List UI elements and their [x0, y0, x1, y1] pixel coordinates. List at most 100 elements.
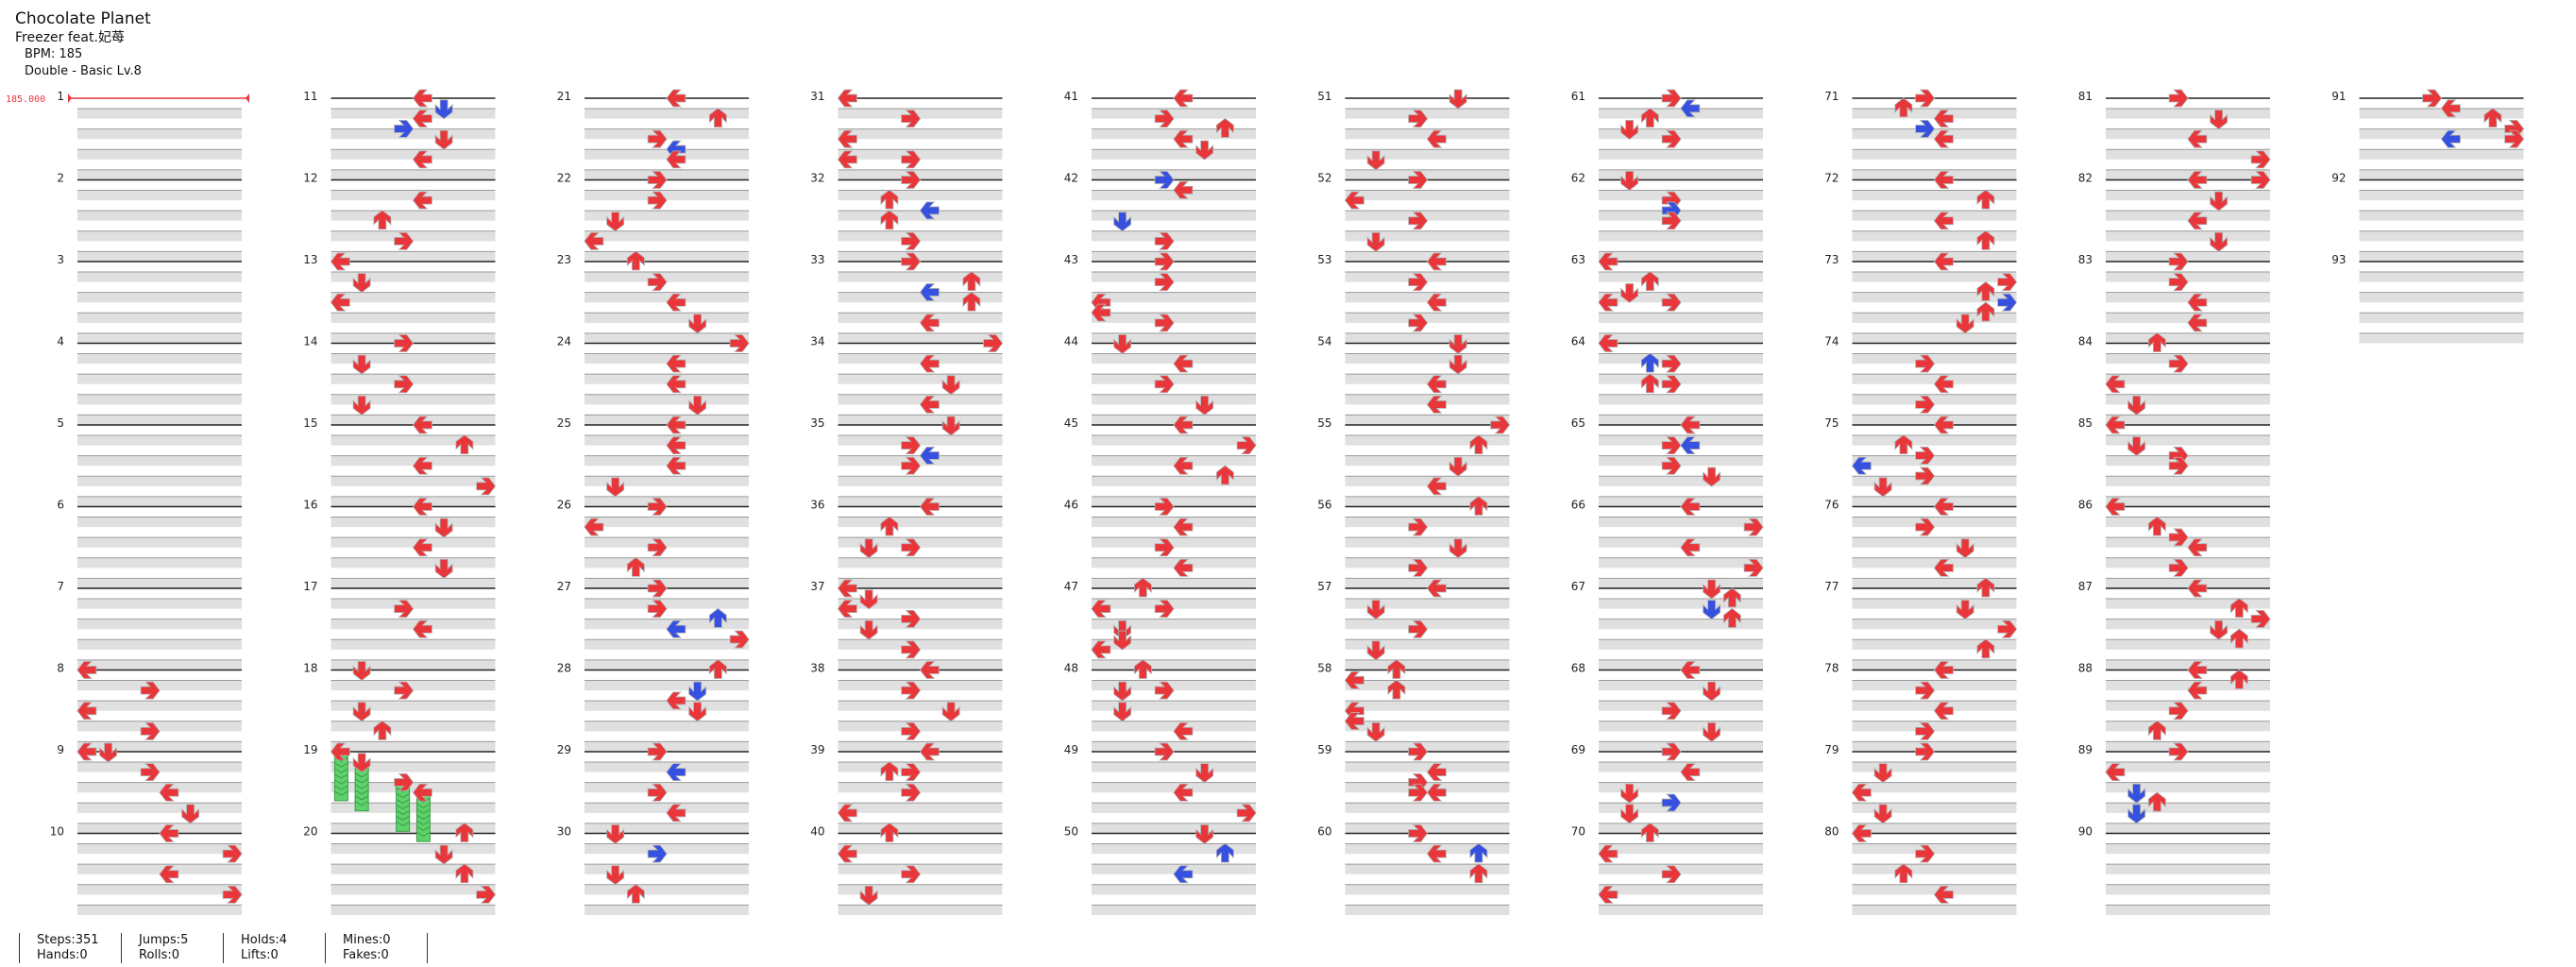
measure-label: 2 [57, 172, 64, 185]
arrow-right-icon [1154, 538, 1175, 557]
arrow-left-icon [1426, 783, 1447, 802]
arrow-up-icon [2229, 598, 2248, 619]
measure-29: 29 [557, 743, 749, 834]
measure-12: 12 [303, 172, 496, 262]
arrow-up-icon [962, 271, 981, 292]
arrow-right-icon [1154, 681, 1175, 700]
arrow-left-icon [1173, 416, 1194, 434]
arrow-right-icon [2168, 456, 2189, 475]
arrow-up-icon [626, 556, 645, 577]
arrow-right-icon [1408, 824, 1429, 842]
arrow-left-icon [1426, 129, 1447, 148]
arrow-left-icon [159, 865, 179, 884]
arrow-up-icon [1640, 822, 1659, 842]
arrow-left-icon [2105, 375, 2126, 394]
measure-label: 77 [1824, 580, 1839, 593]
arrow-down-icon [1873, 763, 1892, 784]
arrow-up-icon [962, 291, 981, 312]
arrow-down-icon [1703, 579, 1721, 600]
measure-76: 76 [1824, 499, 2017, 588]
measure-label: 61 [1571, 90, 1585, 103]
measure-36: 36 [810, 499, 1003, 588]
stat-group-jumps: Jumps:5 Rolls:0 [121, 933, 188, 963]
arrow-right-icon [222, 885, 243, 904]
arrow-right-icon [1661, 456, 1682, 475]
arrow-up-icon [1894, 97, 1913, 118]
arrow-left-icon [1598, 885, 1618, 904]
arrow-right-icon [1915, 447, 1936, 465]
measure-label: 76 [1824, 499, 1839, 512]
measure-label: 53 [1317, 253, 1331, 266]
measure-20: 20 [303, 825, 496, 915]
measure-2: 2 [57, 172, 242, 262]
arrow-left-icon [2187, 171, 2208, 189]
arrow-left-icon [666, 804, 686, 823]
arrow-left-icon [1933, 129, 1954, 148]
measure-35: 35 [810, 416, 1003, 507]
arrow-left-icon [1933, 110, 1954, 128]
arrow-left-icon [2187, 661, 2208, 679]
arrow-down-icon [941, 375, 960, 396]
arrow-right-icon [647, 600, 668, 619]
arrow-up-icon [880, 210, 899, 230]
measure-label: 64 [1571, 335, 1585, 348]
arrow-left-icon [330, 742, 350, 802]
arrow-left-icon [1851, 456, 1872, 475]
arrow-right-icon [2168, 273, 2189, 292]
arrow-left-icon [1680, 538, 1701, 557]
measure-label: 48 [1064, 662, 1078, 675]
measure-11: 11 [303, 90, 496, 180]
arrow-right-icon [1408, 273, 1429, 292]
arrow-right-icon [2168, 742, 2189, 761]
arrow-up-icon [1469, 842, 1488, 863]
arrow-right-icon [394, 773, 415, 832]
arrow-right-icon [1997, 293, 2018, 312]
measure-label: 85 [2078, 416, 2093, 430]
arrow-left-icon [159, 783, 179, 802]
arrow-down-icon [1195, 140, 1214, 161]
arrow-left-icon [2187, 293, 2208, 312]
arrow-up-icon [2147, 331, 2166, 352]
measure-label: 89 [2078, 743, 2093, 756]
arrow-left-icon [1933, 171, 1954, 189]
measure-68: 68 [1571, 662, 1763, 752]
arrow-right-icon [901, 231, 922, 250]
arrow-down-icon [1195, 395, 1214, 416]
arrow-down-icon [434, 844, 453, 865]
arrow-down-icon [1956, 600, 1974, 620]
measure-label: 44 [1064, 335, 1078, 348]
arrow-down-icon [688, 314, 707, 334]
arrow-right-icon [647, 579, 668, 598]
arrow-right-icon [1915, 467, 1936, 485]
arrow-down-icon [1620, 120, 1639, 140]
arrow-left-icon [412, 498, 432, 516]
arrow-right-icon [1661, 375, 1682, 394]
measure-label: 7 [57, 580, 64, 593]
measure-63: 63 [1571, 253, 1763, 344]
arrow-up-icon [708, 658, 727, 679]
arrow-left-icon [666, 763, 686, 782]
arrow-down-icon [1113, 619, 1132, 640]
measure-label: 43 [1064, 253, 1078, 266]
arrow-left-icon [1851, 783, 1872, 802]
arrow-down-icon [352, 354, 371, 375]
measure-label: 18 [303, 662, 317, 675]
measure-label: 79 [1824, 743, 1839, 756]
bpm-change-label: 185.000 [6, 94, 45, 105]
arrow-up-icon [455, 863, 474, 884]
arrow-left-icon [1680, 436, 1701, 455]
arrow-down-icon [1703, 721, 1721, 742]
arrow-left-icon [1426, 477, 1447, 496]
step-chart: 185.000 123456789101112131415161718192021… [6, 89, 2525, 915]
measure-label: 15 [303, 416, 317, 430]
arrow-right-icon [647, 783, 668, 802]
measure-label: 63 [1571, 253, 1585, 266]
arrow-right-icon [140, 681, 161, 700]
measure-61: 61 [1571, 90, 1763, 180]
measure-37: 37 [810, 580, 1003, 670]
arrow-left-icon [1091, 640, 1111, 659]
arrow-right-icon [1661, 212, 1682, 230]
arrow-left-icon [837, 150, 857, 169]
measure-label: 72 [1824, 172, 1839, 185]
chart-stats: Steps:351 Hands:0 Jumps:5 Rolls:0 Holds:… [0, 933, 567, 965]
